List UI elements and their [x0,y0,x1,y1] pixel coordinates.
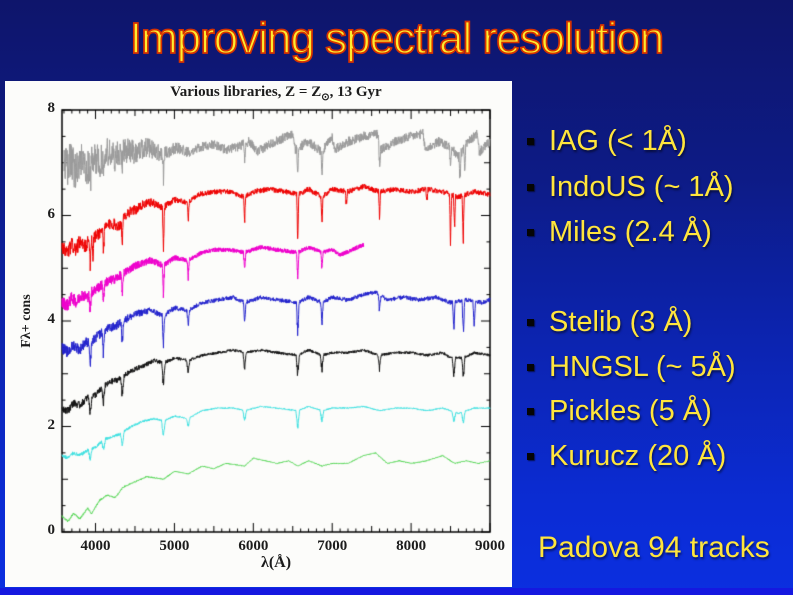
bullet-item-hngsl: HNGSL (~ 5Å) [527,349,736,385]
spectra-plot-panel: Various libraries, Z = Z⊙, 13 Gyr Fλ+ co… [5,81,512,587]
bullet-label: IAG (< 1Å) [549,124,687,157]
plot-title: Various libraries, Z = Z⊙, 13 Gyr [170,84,382,103]
bullet-icon [527,183,534,191]
bullet-item-kurucz: Kurucz (20 Å) [527,438,726,474]
solar-symbol: ⊙ [321,92,330,103]
footer-note: Padova 94 tracks [538,531,770,564]
y-tick-label: 6 [47,205,56,222]
x-axis-label: λ(Å) [260,554,292,571]
bullet-label: HNGSL (~ 5Å) [549,350,736,383]
y-tick-label: 2 [47,416,56,433]
bullet-item-indous: IndoUS (~ 1Å) [527,169,734,205]
bullet-icon [527,228,534,236]
x-tick-label: 5000 [159,538,190,554]
x-tick-label: 6000 [238,538,269,554]
bullet-icon [527,407,534,415]
bullet-label: Pickles (5 Å) [549,394,712,427]
bullet-item-iag: IAG (< 1Å) [527,123,687,159]
slide-title: Improving spectral resolution [129,13,665,64]
bullet-label: Kurucz (20 Å) [549,439,727,472]
bullet-icon [527,318,534,326]
bullet-icon [527,137,534,145]
y-tick-label: 8 [47,100,56,116]
bullet-icon [527,363,534,371]
bullet-label: Miles (2.4 Å) [549,215,712,248]
bullet-icon [527,452,534,460]
x-tick-label: 4000 [80,538,111,554]
y-tick-label: 0 [47,522,56,538]
bullet-item-pickles: Pickles (5 Å) [527,393,712,429]
y-tick-label: 4 [47,311,56,327]
bottom-accent-bar [0,588,793,595]
spectra-canvas [5,81,512,587]
x-tick-label: 8000 [396,538,427,554]
bullet-item-stelib: Stelib (3 Å) [527,304,692,340]
x-tick-label: 7000 [317,538,348,554]
bullet-item-miles: Miles (2.4 Å) [527,214,712,250]
bullet-label: Stelib (3 Å) [549,305,693,338]
bullet-label: IndoUS (~ 1Å) [549,170,734,203]
x-tick-label: 9000 [475,538,505,554]
